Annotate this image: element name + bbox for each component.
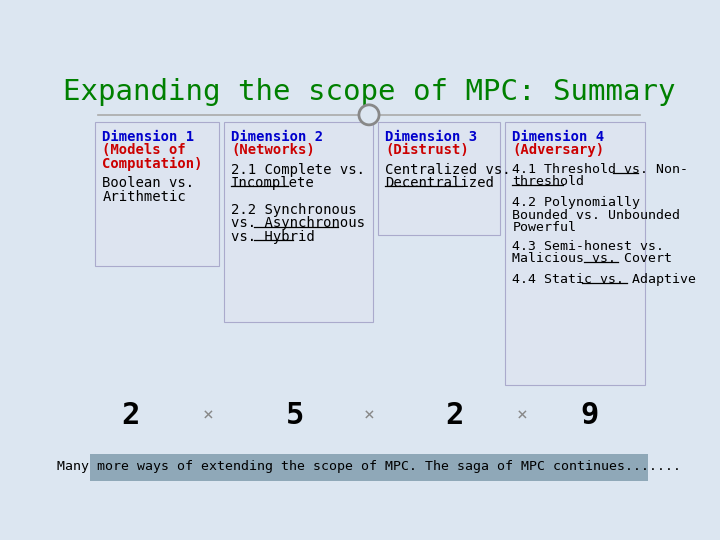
Circle shape bbox=[359, 105, 379, 125]
Text: Incomplete: Incomplete bbox=[231, 177, 315, 191]
Text: ×: × bbox=[517, 406, 528, 424]
Text: 2: 2 bbox=[121, 401, 140, 430]
Text: 2: 2 bbox=[445, 401, 464, 430]
Text: Dimension 2: Dimension 2 bbox=[231, 130, 323, 144]
Text: 9: 9 bbox=[581, 401, 599, 430]
Text: Boolean vs.: Boolean vs. bbox=[102, 177, 194, 191]
Text: 4.2 Polynomially: 4.2 Polynomially bbox=[513, 197, 640, 210]
Text: Decentralized: Decentralized bbox=[385, 177, 494, 191]
Text: 2.2 Synchronous: 2.2 Synchronous bbox=[231, 204, 356, 218]
Text: Arithmetic: Arithmetic bbox=[102, 190, 186, 204]
Text: Expanding the scope of MPC: Summary: Expanding the scope of MPC: Summary bbox=[63, 78, 675, 106]
Text: Many more ways of extending the scope of MPC. The saga of MPC continues.......: Many more ways of extending the scope of… bbox=[57, 460, 681, 473]
FancyBboxPatch shape bbox=[96, 122, 220, 266]
FancyBboxPatch shape bbox=[224, 122, 373, 322]
Text: Dimension 1: Dimension 1 bbox=[102, 130, 194, 144]
Text: Dimension 3: Dimension 3 bbox=[385, 130, 477, 144]
Text: Malicious vs. Covert: Malicious vs. Covert bbox=[513, 252, 672, 265]
Text: (Models of: (Models of bbox=[102, 143, 186, 157]
Text: Centralized vs.: Centralized vs. bbox=[385, 164, 511, 177]
Text: threshold: threshold bbox=[513, 175, 585, 188]
Text: vs. Asynchronous: vs. Asynchronous bbox=[231, 217, 365, 231]
Text: Computation): Computation) bbox=[102, 157, 203, 171]
Text: Bounded vs. Unbounded: Bounded vs. Unbounded bbox=[513, 209, 680, 222]
Text: Dimension 4: Dimension 4 bbox=[513, 130, 605, 144]
Text: (Networks): (Networks) bbox=[231, 143, 315, 157]
Text: 4.1 Threshold vs. Non-: 4.1 Threshold vs. Non- bbox=[513, 163, 688, 176]
Text: 2.1 Complete vs.: 2.1 Complete vs. bbox=[231, 164, 365, 177]
Text: 4.3 Semi-honest vs.: 4.3 Semi-honest vs. bbox=[513, 240, 665, 253]
Text: ×: × bbox=[202, 406, 213, 424]
Text: ×: × bbox=[364, 406, 374, 424]
Text: (Adversary): (Adversary) bbox=[513, 143, 605, 157]
Text: Powerful: Powerful bbox=[513, 221, 577, 234]
Text: 5: 5 bbox=[286, 401, 305, 430]
FancyBboxPatch shape bbox=[378, 122, 500, 235]
Text: 4.4 Static vs. Adaptive: 4.4 Static vs. Adaptive bbox=[513, 273, 696, 286]
FancyBboxPatch shape bbox=[505, 122, 645, 385]
Text: (Distrust): (Distrust) bbox=[385, 143, 469, 157]
Text: vs. Hybrid: vs. Hybrid bbox=[231, 230, 315, 244]
FancyBboxPatch shape bbox=[90, 454, 648, 481]
